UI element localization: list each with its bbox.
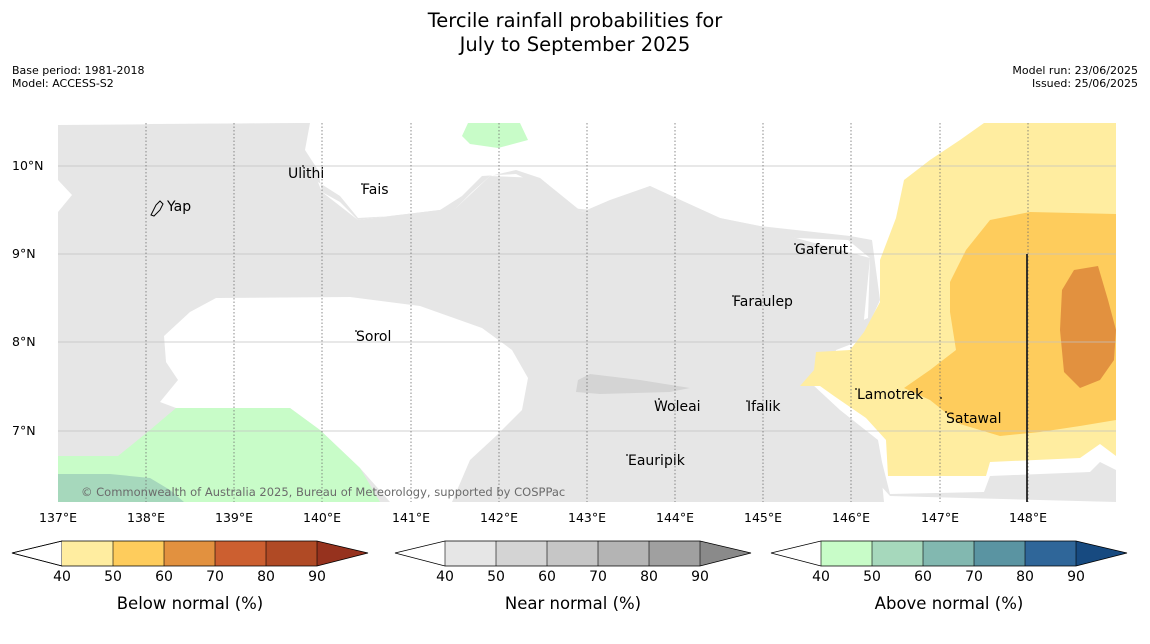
model-run-text: Model run: 23/06/2025 (1012, 64, 1138, 77)
tick-label: 70 (206, 569, 224, 585)
tick-label: 80 (1016, 569, 1034, 585)
place-label-ulithi: Ulithi (288, 166, 325, 182)
place-label-woleai: Woleai (654, 399, 701, 415)
longitude-gridlines (145, 123, 1029, 502)
place-label-eauripik: Eauripik (628, 453, 685, 469)
lon-label-137e: 137°E (38, 510, 78, 525)
base-period-text: Base period: 1981-2018 (12, 64, 145, 77)
tick-label: 60 (155, 569, 173, 585)
lon-label-147e: 147°E (920, 510, 960, 525)
place-label-gaferut: Gaferut (795, 242, 849, 258)
tick-label: 70 (965, 569, 983, 585)
tick-label: 90 (308, 569, 326, 585)
base-period-info: Base period: 1981-2018 Model: ACCESS-S2 (12, 64, 145, 90)
lon-label-146e: 146°E (831, 510, 871, 525)
lon-label-144e: 144°E (655, 510, 695, 525)
lon-label-148e: 148°E (1008, 510, 1048, 525)
place-label-yap: Yap (167, 199, 192, 215)
lon-label-139e: 139°E (214, 510, 254, 525)
tick-label: 50 (487, 569, 505, 585)
below-normal-60-region (1060, 266, 1116, 388)
title-line-1: Tercile rainfall probabilities for (427, 9, 723, 32)
tick-label: 90 (1067, 569, 1085, 585)
issued-text: Issued: 25/06/2025 (1031, 76, 1138, 90)
yap-island-outline (150, 200, 164, 217)
lon-label-138e: 138°E (126, 510, 166, 525)
tick-label: 50 (104, 569, 122, 585)
tick-label: 80 (640, 569, 658, 585)
place-label-satawal: Satawal (946, 411, 1002, 427)
model-text: Model: ACCESS-S2 (12, 76, 114, 90)
lat-label-9n: 9°N (12, 246, 36, 261)
above-normal-region-north (462, 123, 528, 148)
place-label-ifalik: Ifalik (747, 399, 781, 415)
lon-label-142e: 142°E (479, 510, 519, 525)
lon-label-143e: 143°E (567, 510, 607, 525)
tick-label: 40 (436, 569, 454, 585)
lat-label-8n: 8°N (12, 334, 36, 349)
tick-label: 40 (812, 569, 830, 585)
colorbar-below-normal-label: Below normal (%) (116, 594, 264, 613)
tick-label: 90 (691, 569, 709, 585)
lon-label-140e: 140°E (302, 510, 342, 525)
colorbar-near-normal (394, 540, 752, 567)
tick-label: 80 (257, 569, 275, 585)
place-label-faraulep: Faraulep (733, 294, 793, 310)
colorbar-below-normal (11, 540, 369, 567)
copyright-notice: © Commonwealth of Australia 2025, Bureau… (81, 485, 566, 499)
tick-label: 70 (589, 569, 607, 585)
tick-label: 50 (863, 569, 881, 585)
colorbar-above-normal (770, 540, 1128, 567)
place-label-sorol: Sorol (356, 329, 392, 345)
below-normal-50-region (904, 212, 1116, 436)
lat-label-7n: 7°N (12, 423, 36, 438)
tick-label: 60 (538, 569, 556, 585)
no-dominant-region (160, 297, 528, 502)
tick-label: 40 (53, 569, 71, 585)
colorbar-above-normal-label: Above normal (%) (874, 594, 1024, 613)
lat-label-10n: 10°N (12, 158, 44, 173)
lon-label-145e: 145°E (743, 510, 783, 525)
tick-label: 60 (914, 569, 932, 585)
place-label-fais: Fais (362, 182, 389, 198)
lon-label-141e: 141°E (391, 510, 431, 525)
map-title: Tercile rainfall probabilities for July … (0, 9, 1150, 57)
island-markers (150, 165, 947, 456)
place-label-lamotrek: Lamotrek (857, 387, 924, 403)
colorbar-near-normal-label: Near normal (%) (504, 594, 642, 613)
title-line-2: July to September 2025 (459, 33, 691, 56)
model-run-info: Model run: 23/06/2025 Issued: 25/06/2025 (1012, 64, 1138, 90)
